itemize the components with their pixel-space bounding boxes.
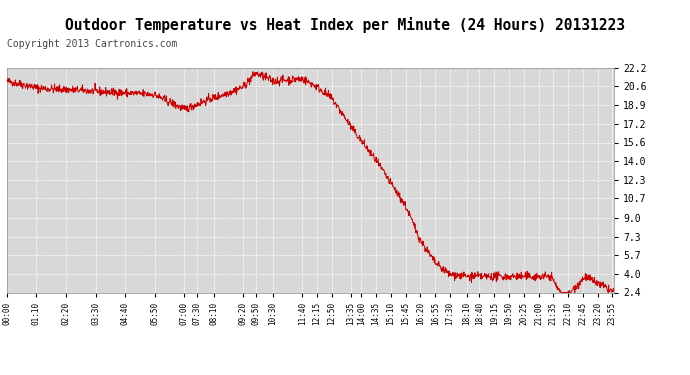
Text: Heat Index  (°F): Heat Index (°F) [452,30,531,39]
Text: Temperature (°F): Temperature (°F) [580,30,659,39]
Text: Outdoor Temperature vs Heat Index per Minute (24 Hours) 20131223: Outdoor Temperature vs Heat Index per Mi… [65,17,625,33]
Text: Copyright 2013 Cartronics.com: Copyright 2013 Cartronics.com [7,39,177,50]
